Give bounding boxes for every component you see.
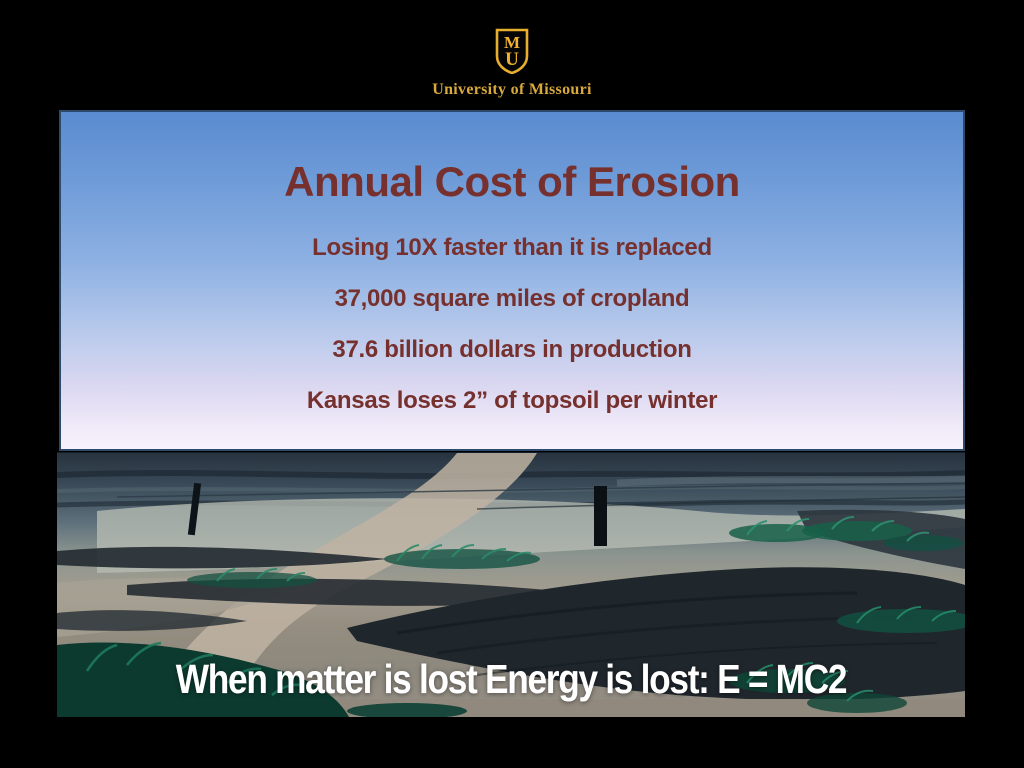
bullet-line: Losing 10X faster than it is replaced bbox=[312, 234, 712, 261]
bullet-list: Losing 10X faster than it is replaced 37… bbox=[61, 222, 963, 426]
mu-shield-logo: M U bbox=[0, 28, 1024, 75]
fence-wires bbox=[116, 482, 965, 510]
erosion-photo: When matter is lost Energy is lost: E = … bbox=[57, 452, 965, 717]
bullet-line: 37.6 billion dollars in production bbox=[332, 336, 692, 363]
soil-mass bbox=[347, 567, 965, 700]
soil-ridge bbox=[57, 610, 247, 631]
fence-post-main bbox=[594, 486, 607, 546]
grass-tuft bbox=[187, 544, 540, 588]
grass-tuft bbox=[837, 606, 965, 633]
grass-tuft bbox=[57, 641, 467, 717]
institution-name: University of Missouri bbox=[432, 81, 592, 98]
slide-panel: Annual Cost of Erosion Losing 10X faster… bbox=[59, 110, 965, 451]
grass-tuft bbox=[729, 516, 963, 551]
soil-ridge bbox=[57, 546, 387, 569]
university-header: M U University of Missouri bbox=[0, 28, 1024, 99]
logo-monogram-m: M bbox=[504, 33, 520, 52]
slide-title: Annual Cost of Erosion bbox=[284, 158, 740, 205]
photo-caption: When matter is lost Energy is lost: E = … bbox=[175, 656, 848, 702]
logo-monogram-u: U bbox=[505, 49, 519, 70]
photo-scene bbox=[57, 453, 965, 717]
bullet-line: 37,000 square miles of cropland bbox=[334, 285, 690, 312]
shield-icon: M U bbox=[495, 28, 529, 75]
fence-post-small bbox=[187, 482, 202, 536]
shield-outline bbox=[495, 28, 529, 75]
bullet-line: Kansas loses 2” of topsoil per winter bbox=[306, 387, 718, 414]
grass-tuft bbox=[729, 662, 907, 713]
